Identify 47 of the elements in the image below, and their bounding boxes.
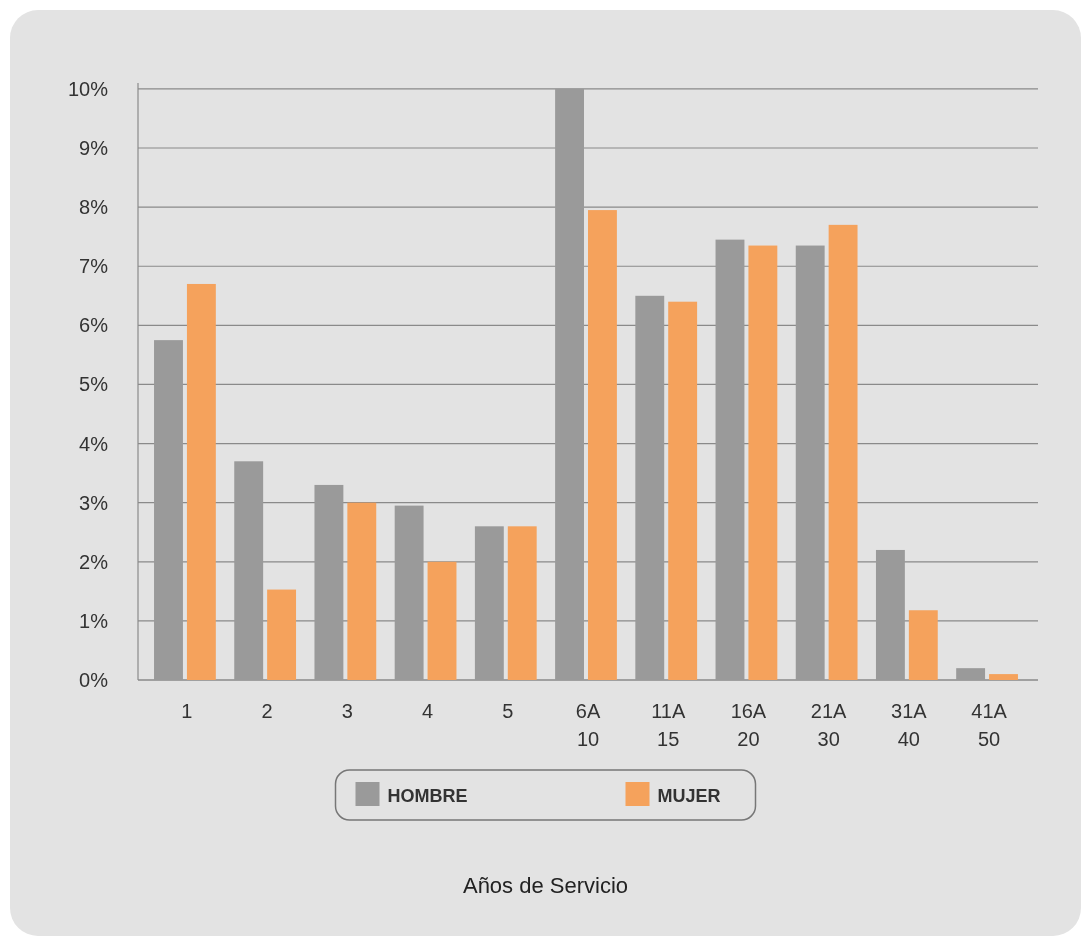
y-tick-label: 6% (79, 314, 109, 337)
bar (427, 561, 457, 680)
x-tick-label: 11A 15 (651, 700, 686, 750)
x-tick-label: 6A 10 (575, 700, 601, 750)
bar (154, 340, 183, 680)
bar (555, 88, 584, 680)
bar (989, 674, 1018, 680)
bar (956, 668, 986, 680)
y-tick-label: 1% (79, 609, 109, 632)
bar (186, 283, 216, 680)
legend-label: HOMBRE (387, 786, 468, 807)
bar (715, 239, 745, 680)
bar (314, 484, 344, 680)
bar (908, 610, 938, 680)
y-tick-label: 4% (79, 432, 109, 455)
bar (635, 295, 665, 680)
y-tick-label: 5% (79, 373, 109, 396)
y-tick-label: 8% (79, 196, 109, 219)
x-tick-label: 16A 20 (730, 700, 767, 750)
bar (234, 461, 264, 680)
x-tick-label: 5 (502, 700, 514, 722)
x-tick-label: 31A 40 (891, 700, 928, 750)
y-tick-label: 10% (67, 77, 109, 100)
bar (267, 589, 297, 680)
text: Años de Servicio (462, 873, 629, 898)
x-tick-label: 4 (422, 700, 434, 722)
x-tick-label: 41A 50 (971, 700, 1008, 750)
bar (828, 224, 858, 680)
bar (588, 210, 617, 680)
y-tick-label: 7% (79, 255, 109, 278)
x-tick-label: 3 (341, 700, 353, 722)
bar (795, 245, 825, 680)
x-tick-label: 1 (181, 700, 193, 722)
x-tick-label: 21A 30 (810, 700, 848, 750)
bar (394, 505, 424, 680)
bar (875, 549, 905, 680)
y-tick-label: 9% (79, 137, 109, 160)
bar (668, 301, 698, 680)
x-tick-label: 2 (261, 700, 273, 722)
y-tick-label: 0% (79, 669, 109, 691)
legend-label: MUJER (657, 786, 721, 807)
bar (347, 502, 377, 680)
bar (474, 526, 504, 680)
bar (507, 526, 537, 680)
y-tick-label: 2% (79, 550, 109, 573)
y-tick-label: 3% (79, 491, 109, 514)
bar (748, 245, 778, 680)
